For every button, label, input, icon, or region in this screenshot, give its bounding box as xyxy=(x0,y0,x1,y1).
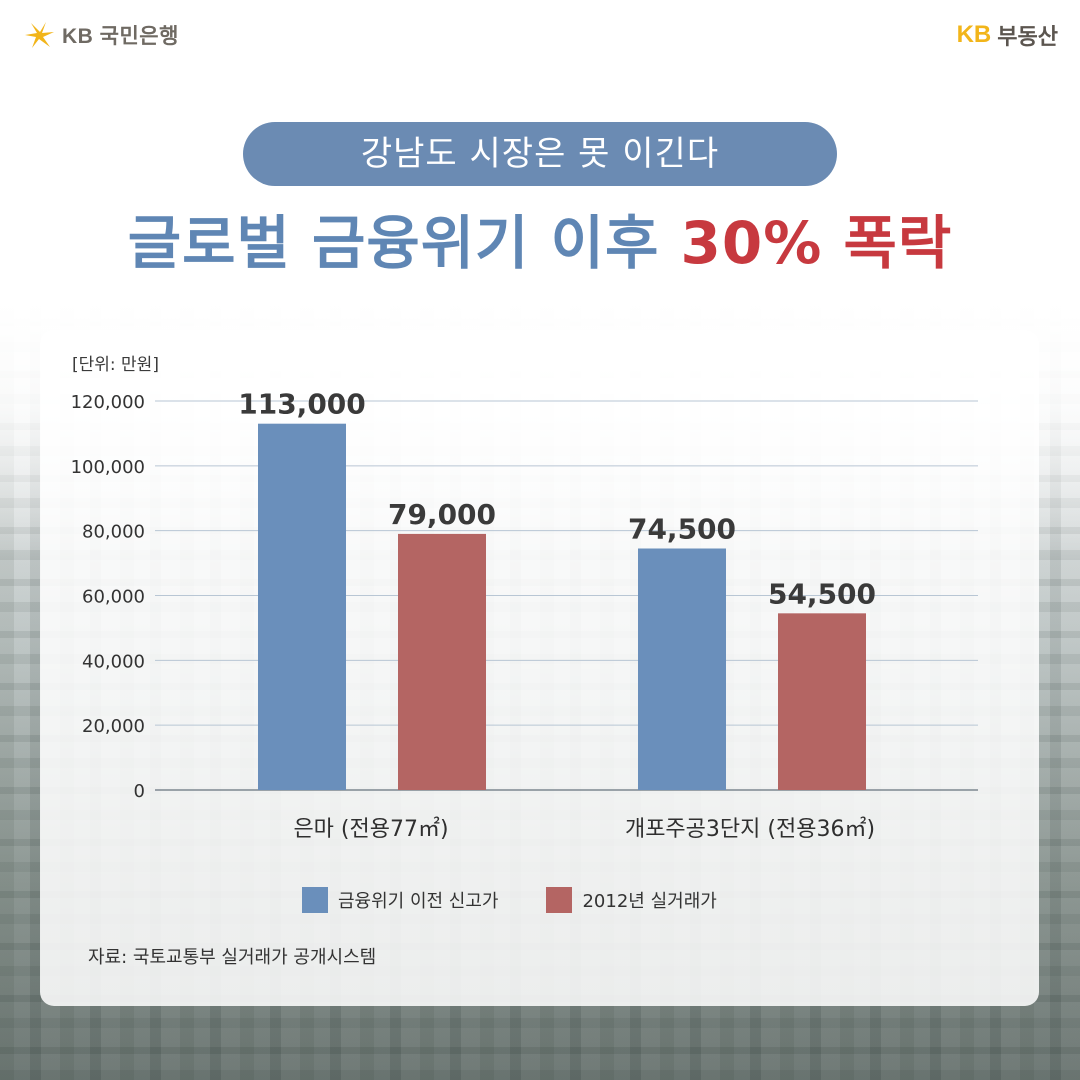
y-tick-label: 100,000 xyxy=(71,457,145,478)
y-tick-label: 60,000 xyxy=(82,587,145,608)
main-title-highlight: 30% 폭락 xyxy=(680,209,953,277)
kb-kookmin-bank-logo: KB 국민은행 xyxy=(22,18,179,52)
main-title-text: 글로벌 금융위기 이후 xyxy=(127,209,681,277)
bar xyxy=(398,533,486,790)
chart-legend: 금융위기 이전 신고가 2012년 실거래가 xyxy=(302,886,717,914)
x-category-label: 은마 (전용77㎡) xyxy=(293,816,448,842)
y-tick-label: 20,000 xyxy=(82,716,145,737)
legend-item-2012: 2012년 실거래가 xyxy=(546,887,717,913)
legend-item-pre-crisis: 금융위기 이전 신고가 xyxy=(302,887,498,913)
kb-real-estate-logo: KB 부동산 xyxy=(957,18,1058,52)
legend-label-2012: 2012년 실거래가 xyxy=(582,891,717,912)
y-tick-label: 120,000 xyxy=(71,392,145,413)
data-label: 54,500 xyxy=(768,577,876,610)
source-note: 자료: 국토교통부 실거래가 공개시스템 xyxy=(88,947,377,968)
y-tick-label: 0 xyxy=(134,781,145,802)
y-tick-label: 40,000 xyxy=(82,651,145,672)
bar xyxy=(638,548,726,790)
chart-card xyxy=(40,330,1039,1006)
data-label: 113,000 xyxy=(238,388,366,421)
kb-star-logo-icon xyxy=(25,22,54,48)
kb-kookmin-bank-text: KB 국민은행 xyxy=(62,25,179,48)
y-tick-label: 80,000 xyxy=(82,522,145,543)
bar xyxy=(258,423,346,790)
legend-swatch-2012 xyxy=(546,887,573,913)
data-label: 79,000 xyxy=(388,498,496,531)
legend-label-pre-crisis: 금융위기 이전 신고가 xyxy=(338,891,499,912)
legend-swatch-pre-crisis xyxy=(302,887,328,913)
kb-logo-text: KB xyxy=(956,21,992,48)
bar xyxy=(778,613,866,790)
real-estate-text: 부동산 xyxy=(997,24,1058,49)
main-title: 글로벌 금융위기 이후 30% 폭락 xyxy=(0,198,1080,288)
data-label: 74,500 xyxy=(628,512,736,545)
x-category-label: 개포주공3단지 (전용36㎡) xyxy=(625,816,875,842)
unit-label: [단위: 만원] xyxy=(72,355,159,375)
subtitle-pill: 강남도 시장은 못 이긴다 xyxy=(243,122,837,186)
